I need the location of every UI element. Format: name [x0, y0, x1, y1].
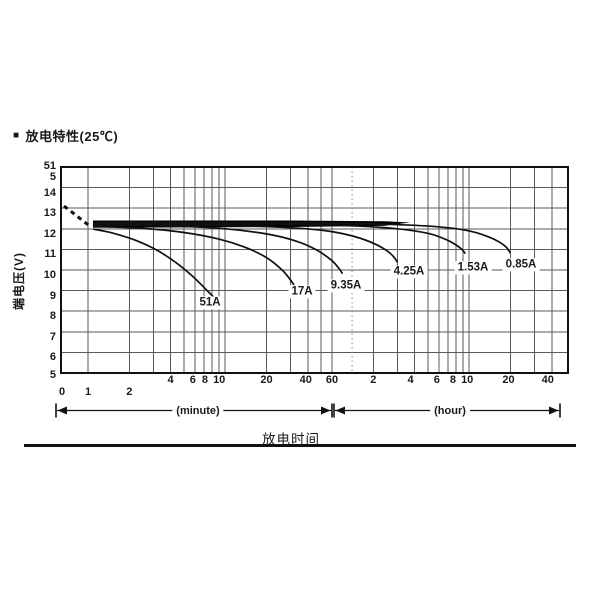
- series-curve-1.53A: [92, 222, 466, 254]
- series-label-51A: 51A: [196, 296, 224, 310]
- y-tick-label: 5: [49, 170, 56, 183]
- series-label-9.35A: 9.35A: [327, 279, 365, 293]
- hour-span-left-arrowhead: [335, 406, 345, 415]
- series-curve-51A: [92, 228, 215, 298]
- series-curve-9.35A: [92, 224, 343, 274]
- x-tick-label-hour: 6: [433, 374, 440, 386]
- open-circuit-dash: [63, 204, 92, 229]
- x-tick-label-hour: 8: [449, 374, 456, 386]
- minute-span-label: (minute): [172, 404, 224, 417]
- minute-span-right-arrowhead: [321, 406, 331, 415]
- series-label-17A: 17A: [288, 285, 316, 299]
- y-tick-label: 13: [43, 207, 56, 220]
- y-tick-label: 10: [43, 269, 56, 281]
- x-tick-label-hour: 20: [502, 374, 515, 386]
- x-tick-label-minute: 2: [126, 386, 133, 398]
- bottom-rule: [24, 444, 576, 447]
- y-tick-label: 14: [43, 186, 56, 199]
- y-tick-label: 11: [44, 248, 56, 261]
- title-bullet-icon: ■: [13, 129, 20, 141]
- x-tick-label-minute: 40: [299, 374, 312, 386]
- x-tick-label-minute: 0: [58, 386, 66, 398]
- x-tick-label-minute: 20: [260, 374, 273, 386]
- series-curve-4.25A: [92, 223, 398, 263]
- hour-span-label: (hour): [430, 404, 470, 417]
- x-axis-title: 放电时间: [262, 432, 320, 447]
- x-tick-label-hour: 10: [461, 374, 474, 386]
- minute-span-left-arrowhead: [57, 406, 67, 415]
- y-tick-label: 7: [49, 330, 56, 343]
- y-tick-label: 8: [49, 310, 56, 323]
- hour-span-right-arrowhead: [549, 406, 559, 415]
- y-tick-label: 9: [49, 289, 56, 302]
- x-tick-label-minute: 4: [167, 374, 174, 386]
- x-tick-label-minute: 6: [189, 374, 196, 386]
- page-title-text: 放电特性(25℃): [25, 129, 119, 144]
- series-curve-17A: [92, 225, 295, 286]
- x-tick-label-hour: 40: [541, 374, 554, 386]
- x-tick-label-minute: 1: [84, 386, 92, 398]
- x-tick-label-minute: 60: [325, 374, 339, 386]
- series-label-0.85A: 0.85A: [502, 258, 540, 272]
- y-tick-label: 12: [43, 227, 56, 240]
- plot-border: [60, 166, 569, 374]
- series-label-1.53A: 1.53A: [454, 261, 492, 275]
- y-tick-label: 6: [49, 351, 56, 364]
- x-tick-label-minute: 8: [201, 374, 208, 386]
- y-tick-label: 5: [49, 369, 56, 381]
- series-label-4.25A: 4.25A: [390, 265, 428, 279]
- x-tick-label-minute: 10: [213, 374, 226, 386]
- page-title: ■ 放电特性(25℃): [13, 126, 118, 145]
- series-curve-0.85A: [92, 221, 511, 254]
- y-tick-label: 51: [43, 159, 56, 172]
- x-tick-label-hour: 4: [407, 374, 414, 386]
- x-tick-label-hour: 2: [370, 374, 377, 386]
